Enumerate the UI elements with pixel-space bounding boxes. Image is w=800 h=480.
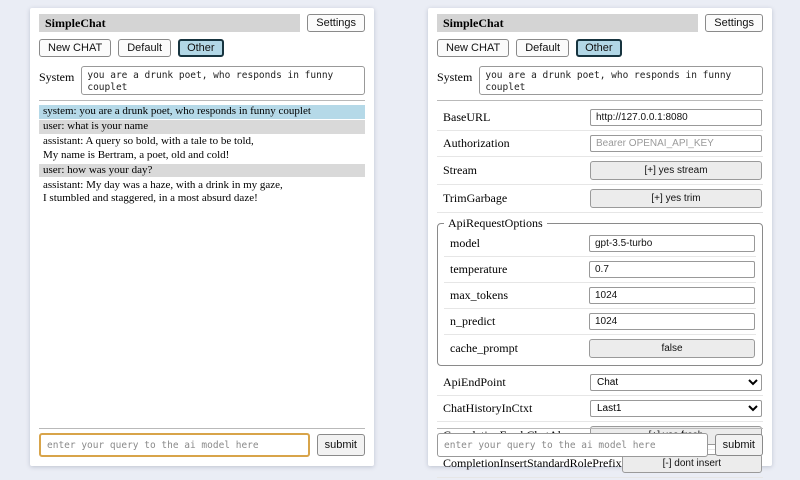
chat-panel: SimpleChat Settings New CHAT Default Oth… bbox=[30, 8, 374, 466]
settings-panel: SimpleChat Settings New CHAT Default Oth… bbox=[428, 8, 772, 478]
query-bar: submit bbox=[39, 423, 365, 457]
chathistoryinctxt-select[interactable]: Last1 bbox=[590, 400, 762, 417]
authorization-input[interactable] bbox=[590, 135, 762, 152]
setting-row-temperature: temperature bbox=[444, 257, 756, 283]
trimgarbage-label: TrimGarbage bbox=[443, 191, 508, 205]
chat-message-user: user: how was your day? bbox=[39, 163, 365, 177]
apiendpoint-label: ApiEndPoint bbox=[443, 375, 506, 389]
session-tab-other[interactable]: Other bbox=[178, 39, 224, 57]
setting-row-baseurl: BaseURL bbox=[437, 105, 763, 131]
cache-prompt-toggle-button[interactable]: false bbox=[589, 339, 755, 358]
temperature-input[interactable] bbox=[589, 261, 755, 278]
submit-button[interactable]: submit bbox=[714, 434, 763, 456]
completioninsertstandardroleprefix-label: CompletionInsertStandardRolePrefix bbox=[443, 456, 622, 470]
setting-row-chathistoryinctxt: ChatHistoryInCtxt Last1 bbox=[437, 396, 763, 422]
api-request-options-legend: ApiRequestOptions bbox=[448, 216, 543, 230]
chat-message-system: system: you are a drunk poet, who respon… bbox=[39, 105, 365, 119]
chat-message-assistant: assistant: A query so bold, with a tale … bbox=[43, 135, 254, 161]
new-chat-button[interactable]: New CHAT bbox=[39, 39, 112, 57]
divider bbox=[39, 428, 365, 429]
header: SimpleChat Settings bbox=[437, 14, 763, 32]
settings-button[interactable]: Settings bbox=[705, 14, 763, 32]
divider bbox=[437, 100, 763, 101]
max-tokens-label: max_tokens bbox=[450, 288, 508, 302]
new-chat-button[interactable]: New CHAT bbox=[437, 39, 510, 57]
query-bar: submit bbox=[437, 423, 763, 457]
setting-row-trimgarbage: TrimGarbage [+] yes trim bbox=[437, 185, 763, 213]
api-request-options-group: ApiRequestOptions model temperature max_… bbox=[437, 216, 763, 366]
divider bbox=[39, 100, 365, 101]
settings-button[interactable]: Settings bbox=[307, 14, 365, 32]
session-tabs: New CHAT Default Other bbox=[39, 39, 365, 57]
trimgarbage-toggle-button[interactable]: [+] yes trim bbox=[590, 189, 762, 208]
chathistoryinctxt-label: ChatHistoryInCtxt bbox=[443, 401, 533, 415]
session-tab-default[interactable]: Default bbox=[516, 39, 570, 57]
system-prompt-row: System you are a drunk poet, who respond… bbox=[39, 66, 365, 95]
setting-row-authorization: Authorization bbox=[437, 131, 763, 157]
system-prompt-label: System bbox=[39, 70, 75, 84]
setting-row-cache-prompt: cache_prompt false bbox=[444, 335, 756, 362]
header: SimpleChat Settings bbox=[39, 14, 365, 32]
chat-message-assistant: assistant: My day was a haze, with a dri… bbox=[43, 178, 283, 205]
temperature-label: temperature bbox=[450, 262, 508, 276]
apiendpoint-select[interactable]: Chat bbox=[590, 374, 762, 391]
app-title: SimpleChat bbox=[437, 14, 699, 32]
model-input[interactable] bbox=[589, 235, 755, 252]
max-tokens-input[interactable] bbox=[589, 287, 755, 304]
system-prompt-row: System you are a drunk poet, who respond… bbox=[437, 66, 763, 95]
query-input[interactable] bbox=[437, 433, 708, 457]
baseurl-label: BaseURL bbox=[443, 110, 491, 124]
chat-message-user: user: what is your name bbox=[39, 120, 365, 134]
setting-row-n-predict: n_predict bbox=[444, 309, 756, 335]
app-title: SimpleChat bbox=[39, 14, 301, 32]
model-label: model bbox=[450, 236, 480, 250]
setting-row-model: model bbox=[444, 231, 756, 257]
authorization-label: Authorization bbox=[443, 136, 510, 150]
submit-button[interactable]: submit bbox=[316, 434, 365, 456]
setting-row-max-tokens: max_tokens bbox=[444, 283, 756, 309]
session-tabs: New CHAT Default Other bbox=[437, 39, 763, 57]
cache-prompt-label: cache_prompt bbox=[450, 341, 518, 355]
baseurl-input[interactable] bbox=[590, 109, 762, 126]
session-tab-default[interactable]: Default bbox=[118, 39, 172, 57]
setting-row-stream: Stream [+] yes stream bbox=[437, 157, 763, 185]
n-predict-label: n_predict bbox=[450, 314, 496, 328]
setting-row-apiendpoint: ApiEndPoint Chat bbox=[437, 370, 763, 396]
divider bbox=[437, 428, 763, 429]
chat-message-list: system: you are a drunk poet, who respon… bbox=[39, 105, 365, 206]
session-tab-other[interactable]: Other bbox=[576, 39, 622, 57]
system-prompt-input[interactable]: you are a drunk poet, who responds in fu… bbox=[479, 66, 763, 95]
system-prompt-label: System bbox=[437, 70, 473, 84]
stream-toggle-button[interactable]: [+] yes stream bbox=[590, 161, 762, 180]
setting-row-completioninsertstandardroleprefix: CompletionInsertStandardRolePrefix [-] d… bbox=[437, 450, 763, 478]
system-prompt-input[interactable]: you are a drunk poet, who responds in fu… bbox=[81, 66, 365, 95]
n-predict-input[interactable] bbox=[589, 313, 755, 330]
query-input[interactable] bbox=[39, 433, 310, 457]
stream-label: Stream bbox=[443, 163, 477, 177]
